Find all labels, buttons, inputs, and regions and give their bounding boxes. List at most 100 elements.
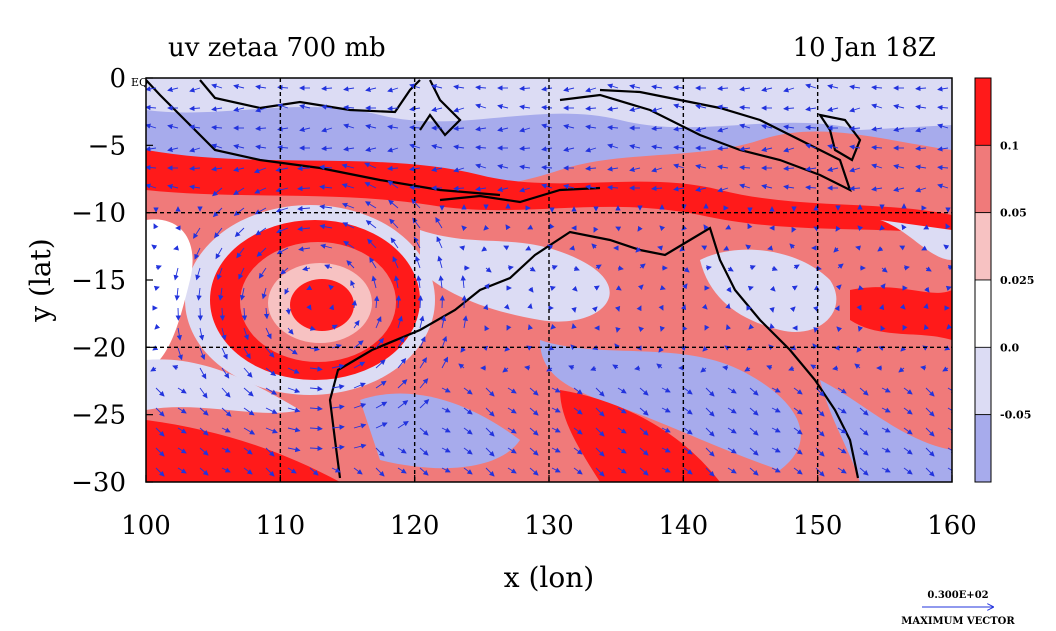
wind-vector (331, 363, 345, 370)
wind-vector (328, 284, 335, 291)
wind-vector (177, 427, 187, 434)
wind-vector (265, 407, 278, 414)
wind-vector (287, 446, 301, 453)
wind-vector (727, 387, 737, 394)
wind-vector (388, 199, 399, 209)
wind-vector (683, 427, 693, 435)
wind-vector (350, 279, 356, 289)
wind-vector (155, 447, 165, 457)
wind-vector (634, 365, 641, 371)
wind-vector (397, 379, 408, 389)
wind-vector (639, 447, 649, 456)
wind-vector (849, 84, 861, 90)
wind-vector (673, 126, 685, 132)
wind-vector (353, 382, 366, 389)
wind-vector (351, 299, 358, 309)
wind-vector (243, 427, 256, 435)
wind-vector (146, 104, 157, 111)
wind-vector (211, 166, 223, 172)
wind-vector (276, 227, 289, 234)
colorbar-label: 0.05 (1000, 207, 1027, 220)
wind-vector (155, 427, 165, 437)
wind-vector (617, 427, 627, 434)
grid-lines (146, 78, 952, 482)
wind-vector (541, 104, 553, 111)
wind-vector (485, 267, 492, 273)
wind-vector (243, 347, 251, 360)
wind-vector (387, 124, 399, 130)
wind-vector (695, 126, 707, 132)
wind-vector (146, 123, 157, 129)
wind-vector (651, 144, 663, 150)
wind-vector (903, 265, 910, 271)
wind-vector (617, 447, 627, 454)
colorbar-frame (974, 77, 992, 483)
wind-vector (463, 387, 473, 395)
wind-vector (749, 407, 759, 416)
wind-vector (615, 305, 621, 312)
wind-vector (275, 207, 289, 213)
wind-vector (585, 124, 597, 130)
wind-vector (299, 126, 311, 132)
wind-vector (813, 305, 819, 312)
wind-vector (749, 467, 759, 476)
wind-vector (683, 447, 693, 455)
wind-vector (309, 425, 323, 432)
wind-vector (903, 427, 913, 435)
wind-vector (925, 266, 932, 272)
wind-vector (393, 275, 400, 289)
wind-vector (243, 467, 253, 475)
vector-legend-label: MAXIMUM VECTOR (901, 616, 1015, 627)
wind-vector (595, 427, 605, 437)
wind-vector (287, 347, 298, 355)
wind-vector (502, 367, 509, 373)
wind-vector (261, 287, 267, 300)
wind-vector (761, 184, 773, 190)
wind-vector (155, 407, 165, 417)
y-axis-label: y (lat) (24, 238, 57, 322)
wind-vector (255, 227, 267, 236)
wind-vector (805, 166, 817, 172)
wind-vector (463, 407, 473, 415)
wind-vector (903, 467, 913, 475)
wind-vector (365, 146, 377, 152)
wind-vector (287, 367, 300, 374)
wind-vector (199, 387, 208, 399)
wind-vector (280, 267, 289, 275)
wind-vector (854, 363, 861, 369)
wind-vector (551, 467, 561, 473)
wind-vector (617, 467, 627, 474)
wind-vector (585, 165, 597, 172)
wind-vector (700, 367, 707, 373)
wind-vector (637, 284, 644, 291)
wind-vector (837, 427, 847, 434)
colorbar-label: -0.05 (1000, 409, 1031, 422)
wind-vector (727, 447, 737, 454)
wind-vector (893, 126, 905, 132)
wind-vector (365, 124, 377, 130)
wind-vector (771, 447, 781, 453)
wind-vector (629, 84, 641, 90)
wind-vector (749, 427, 759, 436)
wind-vector (617, 407, 627, 414)
wind-vector (321, 145, 333, 152)
wind-vector (791, 226, 797, 233)
x-tick-label: 120 (390, 511, 440, 541)
wind-vector (783, 184, 795, 190)
wind-vector (519, 187, 531, 193)
wind-vector (218, 287, 224, 301)
wind-vector (827, 166, 839, 172)
wind-vector (353, 320, 360, 329)
wind-vector (923, 324, 929, 331)
wind-vector (915, 127, 927, 133)
wind-vector (438, 275, 444, 289)
wind-vector (375, 447, 385, 457)
wind-vector (353, 443, 367, 449)
wind-vector (871, 163, 883, 169)
wind-vector (387, 180, 399, 189)
wind-vector (275, 187, 289, 193)
vector-legend-value: 0.300E+02 (927, 590, 988, 601)
wind-vector (497, 104, 509, 110)
wind-vector (196, 287, 202, 301)
wind-vector (827, 84, 839, 90)
